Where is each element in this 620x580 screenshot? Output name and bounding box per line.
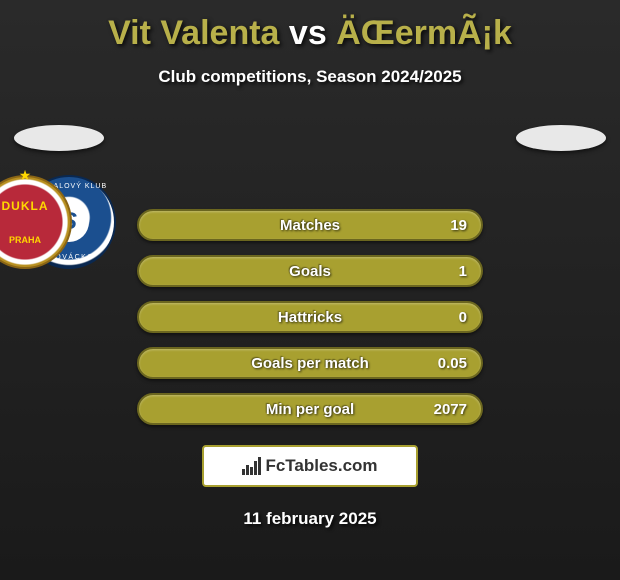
stat-value: 1	[459, 263, 467, 280]
stat-label: Matches	[280, 217, 340, 234]
subtitle: Club competitions, Season 2024/2025	[0, 67, 620, 87]
stat-value: 19	[450, 217, 467, 234]
stat-value: 2077	[434, 401, 467, 418]
star-icon: ★	[19, 167, 32, 184]
player2-name: ÄŒermÃ¡k	[336, 14, 512, 52]
stat-bar-goals-per-match: Goals per match 0.05	[137, 347, 483, 379]
stat-value: 0.05	[438, 355, 467, 372]
bar-chart-icon	[242, 457, 261, 475]
content-area: FOTBALOVÝ KLUB S SLOVÁCKO ★ DUKLA PRAHA …	[0, 115, 620, 529]
stat-bar-min-per-goal: Min per goal 2077	[137, 393, 483, 425]
stat-value: 0	[459, 309, 467, 326]
comparison-title: Vit Valenta vs ÄŒermÃ¡k	[0, 0, 620, 53]
stat-bars: Matches 19 Goals 1 Hattricks 0 Goals per…	[137, 209, 483, 425]
player1-name: Vit Valenta	[108, 14, 279, 52]
stat-label: Goals	[289, 263, 331, 280]
stat-bar-matches: Matches 19	[137, 209, 483, 241]
stat-label: Hattricks	[278, 309, 342, 326]
stat-bar-goals: Goals 1	[137, 255, 483, 287]
fctables-text: FcTables.com	[265, 456, 377, 476]
player1-placeholder-ellipse	[14, 125, 104, 151]
stat-bar-hattricks: Hattricks 0	[137, 301, 483, 333]
stat-label: Goals per match	[251, 355, 369, 372]
fctables-logo: FcTables.com	[202, 445, 418, 487]
vs-separator: vs	[289, 14, 327, 52]
stat-label: Min per goal	[266, 401, 354, 418]
badge-text-bottom: PRAHA	[0, 235, 70, 245]
date-label: 11 february 2025	[0, 509, 620, 529]
badge-text-top: DUKLA	[0, 199, 70, 213]
player2-placeholder-ellipse	[516, 125, 606, 151]
